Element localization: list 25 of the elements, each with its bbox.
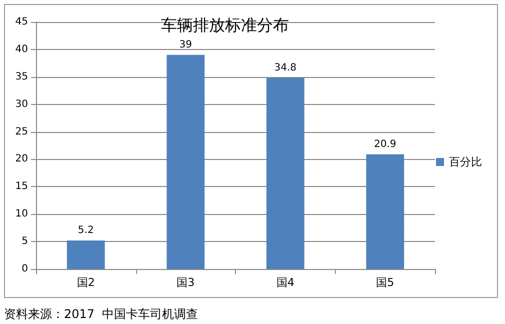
text: 资料来源：2017 中国卡车司机调查: [4, 307, 198, 321]
y-tick-label: 30: [15, 98, 28, 110]
chart-title: 车辆排放标准分布: [161, 16, 289, 34]
x-tick-label: 国2: [76, 276, 95, 289]
x-tick-label: 国3: [176, 276, 195, 289]
y-tick-label: 40: [15, 44, 28, 55]
data-label: 34.8: [274, 62, 297, 74]
y-tick-label: 25: [15, 126, 28, 138]
bar: [66, 240, 105, 269]
x-tick-label: 国4: [276, 276, 294, 289]
y-tick-label: 15: [15, 181, 28, 192]
y-tick-label: 5: [22, 236, 28, 248]
data-label: 39: [179, 39, 192, 50]
x-tick-label: 国5: [376, 276, 394, 289]
y-tick-label: 35: [15, 71, 28, 82]
data-label: 20.9: [374, 138, 396, 150]
bar: [366, 154, 404, 269]
y-tick-label: 45: [15, 16, 28, 28]
data-label: 5.2: [78, 224, 94, 236]
y-tick-label: 0: [22, 264, 28, 274]
legend-label: 百分比: [449, 156, 482, 168]
y-tick-label: 10: [15, 208, 28, 220]
y-tick-label: 20: [15, 154, 28, 165]
bar: [166, 54, 205, 269]
bar: [266, 78, 304, 269]
